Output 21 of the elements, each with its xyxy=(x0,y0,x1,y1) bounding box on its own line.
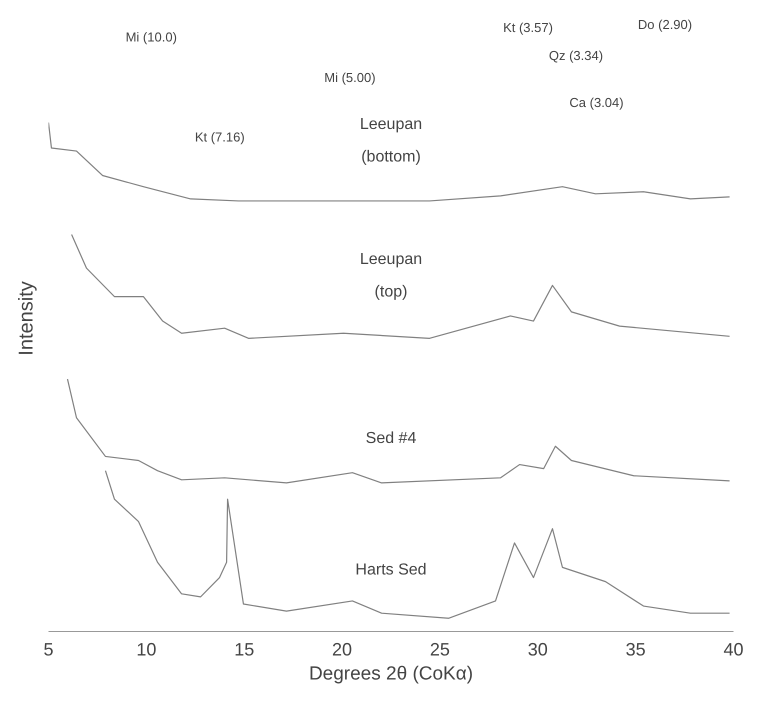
text: Leeupan (top) xyxy=(360,251,422,300)
text: Ca (3.04) xyxy=(569,95,624,110)
text: Qz (3.34) xyxy=(548,48,604,64)
annotation: Kt (7.16) xyxy=(194,129,245,144)
series-label: Harts Sed xyxy=(355,561,427,578)
text: Mi (10.0) xyxy=(126,29,177,44)
text: Mi (5.00) xyxy=(324,70,376,85)
x-tick-label: 10 xyxy=(136,640,156,660)
text: Kt (3.57) xyxy=(503,20,553,35)
text: Do (2.90) xyxy=(638,16,692,32)
x-tick-label: 35 xyxy=(626,640,646,660)
x-tick-label: 25 xyxy=(430,640,450,660)
series-label: Sed #4 xyxy=(366,430,416,447)
y-axis-title: Intensity xyxy=(16,281,38,356)
x-tick-label: 40 xyxy=(723,640,744,660)
x-axis-title: Degrees 2θ (CoKα) xyxy=(308,664,474,684)
x-tick-label: 30 xyxy=(528,640,548,660)
x-tick-label: 20 xyxy=(332,640,352,660)
x-tick-label: 5 xyxy=(43,640,54,660)
text: Leeupan (bottom) xyxy=(360,116,422,166)
x-tick-label: 15 xyxy=(234,640,254,660)
